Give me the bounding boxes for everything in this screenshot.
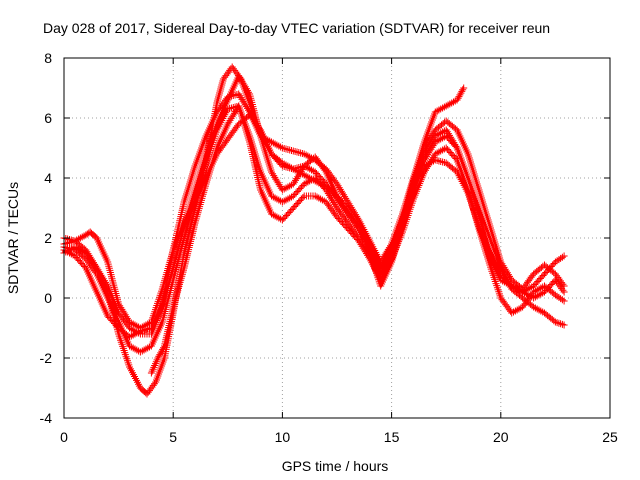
chart-title: Day 028 of 2017, Sidereal Day-to-day VTE… xyxy=(43,20,550,36)
data-series xyxy=(60,63,568,398)
y-tick-label: -2 xyxy=(40,350,53,366)
x-tick-label: 10 xyxy=(275,429,291,445)
y-tick-label: 8 xyxy=(44,50,52,66)
x-tick-label: 25 xyxy=(602,429,618,445)
x-axis-label: GPS time / hours xyxy=(282,458,389,474)
y-tick-label: 4 xyxy=(44,170,52,186)
y-tick-label: 6 xyxy=(44,110,52,126)
y-tick-label: 2 xyxy=(44,230,52,246)
axes: 0 5 10 15 20 25 -4 -2 0 2 4 6 8 xyxy=(40,50,618,445)
y-tick-label: -4 xyxy=(40,410,53,426)
series-6 xyxy=(147,102,568,377)
y-tick-label: 0 xyxy=(44,290,52,306)
y-axis-label: SDTVAR / TECUs xyxy=(5,182,21,294)
series-markers xyxy=(147,102,568,377)
x-tick-label: 0 xyxy=(60,429,68,445)
x-tick-label: 5 xyxy=(169,429,177,445)
x-tick-label: 15 xyxy=(384,429,400,445)
x-tick-label: 20 xyxy=(493,429,509,445)
